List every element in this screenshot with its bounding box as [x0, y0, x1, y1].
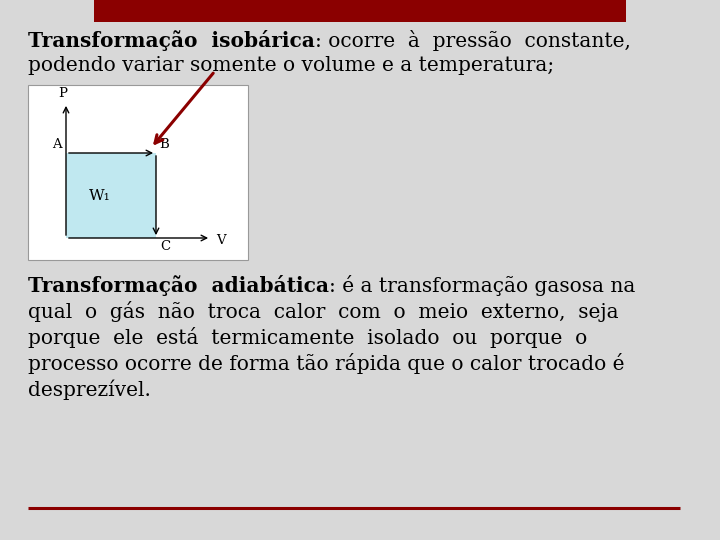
Text: B: B — [159, 138, 168, 151]
Text: W₁: W₁ — [89, 188, 111, 202]
Text: P: P — [58, 87, 68, 100]
Text: qual  o  gás  não  troca  calor  com  o  meio  externo,  seja: qual o gás não troca calor com o meio ex… — [28, 301, 618, 322]
Text: A: A — [53, 138, 62, 151]
Text: : é a transformação gasosa na: : é a transformação gasosa na — [329, 275, 635, 296]
Text: porque  ele  está  termicamente  isolado  ou  porque  o: porque ele está termicamente isolado ou … — [28, 327, 588, 348]
Text: podendo variar somente o volume e a temperatura;: podendo variar somente o volume e a temp… — [28, 56, 554, 75]
Text: V: V — [216, 233, 225, 246]
Bar — [28, 85, 248, 260]
Text: Transformação  adiabática: Transformação adiabática — [28, 275, 329, 296]
Text: C: C — [160, 240, 170, 253]
Text: Transformação  isobárica: Transformação isobárica — [28, 30, 315, 51]
Text: processo ocorre de forma tão rápida que o calor trocado é: processo ocorre de forma tão rápida que … — [28, 353, 624, 374]
Bar — [66, 153, 156, 238]
Bar — [94, 0, 626, 22]
Text: desprezível.: desprezível. — [28, 379, 151, 400]
Text: : ocorre  à  pressão  constante,: : ocorre à pressão constante, — [315, 30, 631, 51]
